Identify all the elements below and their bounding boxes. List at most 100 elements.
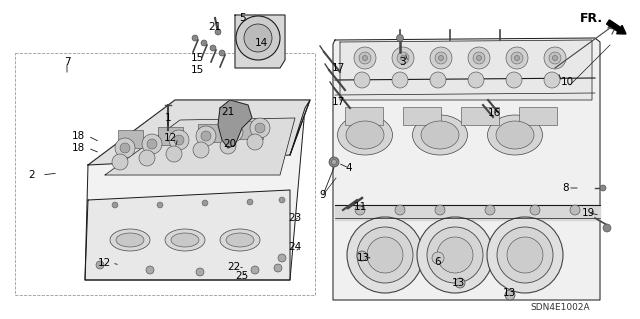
Circle shape xyxy=(603,224,611,232)
Bar xyxy=(519,107,557,125)
Circle shape xyxy=(202,200,208,206)
Circle shape xyxy=(250,118,270,138)
Text: 6: 6 xyxy=(435,257,442,267)
Circle shape xyxy=(392,72,408,88)
Circle shape xyxy=(437,237,473,273)
Circle shape xyxy=(112,202,118,208)
Circle shape xyxy=(142,134,162,154)
Circle shape xyxy=(115,138,135,158)
Polygon shape xyxy=(88,100,310,165)
Text: FR.: FR. xyxy=(580,11,603,25)
Polygon shape xyxy=(105,118,295,175)
Bar xyxy=(403,107,441,125)
Polygon shape xyxy=(333,38,600,300)
Circle shape xyxy=(477,56,481,61)
Circle shape xyxy=(435,52,447,64)
Text: 4: 4 xyxy=(346,163,352,173)
Circle shape xyxy=(359,52,371,64)
Circle shape xyxy=(244,24,272,52)
Text: 13: 13 xyxy=(451,278,465,288)
Ellipse shape xyxy=(220,229,260,251)
Text: 18: 18 xyxy=(72,131,84,141)
Circle shape xyxy=(147,139,157,149)
Circle shape xyxy=(468,72,484,88)
Circle shape xyxy=(507,237,543,273)
Ellipse shape xyxy=(337,115,392,155)
Circle shape xyxy=(354,47,376,69)
Circle shape xyxy=(367,237,403,273)
Circle shape xyxy=(497,227,553,283)
Circle shape xyxy=(196,126,216,146)
Circle shape xyxy=(251,266,259,274)
Circle shape xyxy=(96,261,104,269)
Text: 15: 15 xyxy=(190,53,204,63)
Circle shape xyxy=(430,72,446,88)
Circle shape xyxy=(166,146,182,162)
Circle shape xyxy=(196,268,204,276)
Bar xyxy=(238,121,263,139)
Circle shape xyxy=(487,217,563,293)
Circle shape xyxy=(247,134,263,150)
Circle shape xyxy=(120,143,130,153)
Circle shape xyxy=(215,29,221,35)
Circle shape xyxy=(355,205,365,215)
Text: 13: 13 xyxy=(502,288,516,298)
Circle shape xyxy=(417,217,493,293)
Polygon shape xyxy=(335,205,600,220)
Text: 5: 5 xyxy=(240,13,246,23)
Bar xyxy=(345,107,383,125)
Text: 7: 7 xyxy=(64,57,70,67)
Circle shape xyxy=(515,56,520,61)
Text: 21: 21 xyxy=(209,22,221,32)
Bar xyxy=(158,127,183,145)
Text: 3: 3 xyxy=(399,57,405,67)
Text: 13: 13 xyxy=(356,253,370,263)
Circle shape xyxy=(174,135,184,145)
Polygon shape xyxy=(235,15,285,68)
Ellipse shape xyxy=(165,229,205,251)
Circle shape xyxy=(395,205,405,215)
Ellipse shape xyxy=(110,229,150,251)
Circle shape xyxy=(435,205,445,215)
Circle shape xyxy=(219,50,225,56)
Circle shape xyxy=(609,23,615,29)
Ellipse shape xyxy=(226,233,254,247)
Bar xyxy=(118,130,143,148)
Text: 12: 12 xyxy=(97,258,111,268)
Circle shape xyxy=(332,160,337,165)
Circle shape xyxy=(201,40,207,46)
Circle shape xyxy=(220,138,236,154)
Text: 23: 23 xyxy=(289,213,301,223)
Circle shape xyxy=(438,56,444,61)
Circle shape xyxy=(357,227,413,283)
Circle shape xyxy=(397,52,409,64)
Bar xyxy=(198,124,223,142)
Circle shape xyxy=(247,199,253,205)
Text: 17: 17 xyxy=(332,63,344,73)
Circle shape xyxy=(552,56,557,61)
Polygon shape xyxy=(85,100,310,280)
Circle shape xyxy=(455,278,465,288)
Circle shape xyxy=(427,227,483,283)
Polygon shape xyxy=(218,100,252,148)
Circle shape xyxy=(192,35,198,41)
Ellipse shape xyxy=(346,121,384,149)
Circle shape xyxy=(210,45,216,51)
Text: 1: 1 xyxy=(164,113,172,123)
Circle shape xyxy=(505,290,515,300)
Circle shape xyxy=(228,127,238,137)
Text: 24: 24 xyxy=(289,242,301,252)
Circle shape xyxy=(506,47,528,69)
Text: 16: 16 xyxy=(488,108,500,118)
Circle shape xyxy=(279,197,285,203)
Circle shape xyxy=(112,154,128,170)
Text: 18: 18 xyxy=(72,143,84,153)
Text: 20: 20 xyxy=(223,139,237,149)
Circle shape xyxy=(274,264,282,272)
Circle shape xyxy=(544,72,560,88)
Circle shape xyxy=(392,47,414,69)
Circle shape xyxy=(549,52,561,64)
Circle shape xyxy=(468,47,490,69)
Text: 22: 22 xyxy=(227,262,241,272)
Circle shape xyxy=(223,122,243,142)
